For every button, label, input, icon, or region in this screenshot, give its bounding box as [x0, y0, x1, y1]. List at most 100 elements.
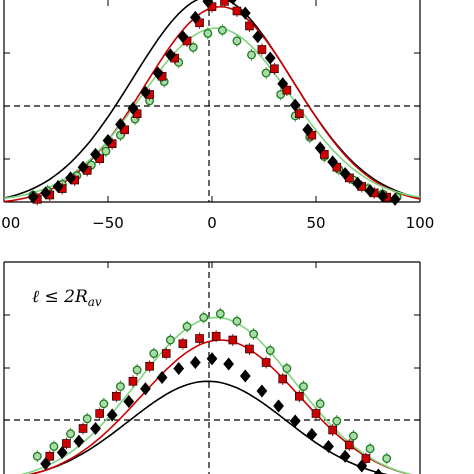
top-x-tick-label: −50	[92, 214, 124, 232]
bottom-panel: ℓ ≤ 2Rav	[3, 261, 421, 474]
data-point	[202, 0, 214, 8]
data-point	[311, 409, 321, 418]
data-point	[261, 358, 271, 367]
data-point	[52, 179, 64, 193]
data-point	[356, 459, 368, 473]
data-point	[228, 0, 237, 5]
data-point	[299, 382, 308, 391]
fit-curve	[3, 0, 421, 199]
data-point	[339, 167, 351, 181]
data-point	[239, 6, 251, 20]
data-point	[217, 25, 227, 35]
data-point	[332, 416, 342, 426]
fit-curve	[3, 27, 421, 200]
fit-curve	[28, 380, 388, 474]
data-point	[232, 36, 242, 46]
bottom-annotation: ℓ ≤ 2Rav	[32, 287, 102, 309]
data-point	[239, 369, 251, 383]
data-point	[206, 352, 218, 366]
data-point	[177, 30, 189, 44]
data-point	[352, 176, 363, 190]
data-point	[306, 428, 318, 441]
data-point	[256, 384, 268, 398]
data-point	[165, 335, 175, 345]
data-point	[314, 141, 326, 155]
data-point	[40, 457, 51, 471]
data-point	[32, 451, 42, 461]
data-point	[257, 45, 267, 54]
top-x-tick-label: 0	[207, 214, 217, 232]
data-point	[152, 66, 164, 80]
data-point	[245, 344, 254, 354]
data-point	[40, 186, 51, 200]
data-point	[215, 309, 225, 319]
data-point	[373, 468, 383, 474]
data-point	[203, 29, 213, 38]
data-point	[247, 50, 256, 60]
data-point	[265, 346, 275, 355]
top-y-ticks	[4, 52, 420, 160]
data-point	[90, 422, 101, 435]
data-point	[339, 449, 351, 463]
data-point	[295, 391, 304, 401]
data-point	[344, 440, 354, 450]
data-point	[123, 395, 135, 408]
data-point	[90, 147, 101, 161]
top-fit-curves	[3, 0, 421, 203]
top-x-tick-label: 100	[406, 214, 435, 232]
data-point	[106, 408, 118, 422]
top-x-tick-label: 50	[306, 214, 325, 232]
data-point	[245, 21, 254, 31]
data-point	[278, 374, 288, 384]
data-point	[127, 101, 139, 115]
data-point	[95, 409, 104, 418]
data-point	[302, 123, 314, 137]
data-point	[377, 189, 388, 203]
data-point	[73, 434, 85, 448]
data-point	[249, 329, 259, 339]
data-point	[252, 30, 264, 44]
data-point	[173, 362, 185, 375]
top-data-points	[27, 0, 402, 206]
data-point	[270, 64, 279, 74]
data-point	[78, 424, 88, 433]
data-point	[82, 414, 92, 424]
data-point	[261, 68, 271, 78]
data-point	[77, 160, 89, 174]
data-point	[348, 431, 358, 441]
data-point	[56, 446, 68, 459]
data-point	[140, 85, 151, 99]
data-point	[264, 51, 276, 65]
data-point	[189, 10, 201, 24]
data-point	[102, 133, 114, 147]
data-point	[289, 414, 301, 428]
data-point	[145, 361, 154, 371]
data-point	[232, 316, 242, 326]
bottom-data-points	[32, 307, 392, 474]
data-point	[65, 171, 76, 185]
data-point	[178, 339, 188, 349]
data-point	[99, 399, 109, 409]
bottom-y-ticks	[4, 314, 420, 369]
data-point	[149, 349, 159, 358]
data-point	[289, 98, 301, 112]
data-point	[328, 425, 337, 435]
data-point	[365, 444, 375, 454]
data-point	[364, 184, 376, 198]
data-point	[66, 429, 76, 439]
data-point	[327, 155, 339, 169]
data-point	[128, 376, 138, 386]
data-point	[295, 109, 304, 118]
top-x-ticks: 100 −50 0 50 100	[0, 0, 434, 232]
data-point	[277, 77, 289, 91]
data-point	[62, 439, 71, 448]
data-point	[27, 190, 39, 204]
data-point	[161, 349, 171, 358]
data-point	[195, 334, 204, 343]
data-point	[112, 391, 121, 401]
data-point	[101, 146, 111, 156]
data-point	[156, 371, 168, 384]
data-point	[315, 399, 325, 409]
data-point	[389, 192, 401, 206]
